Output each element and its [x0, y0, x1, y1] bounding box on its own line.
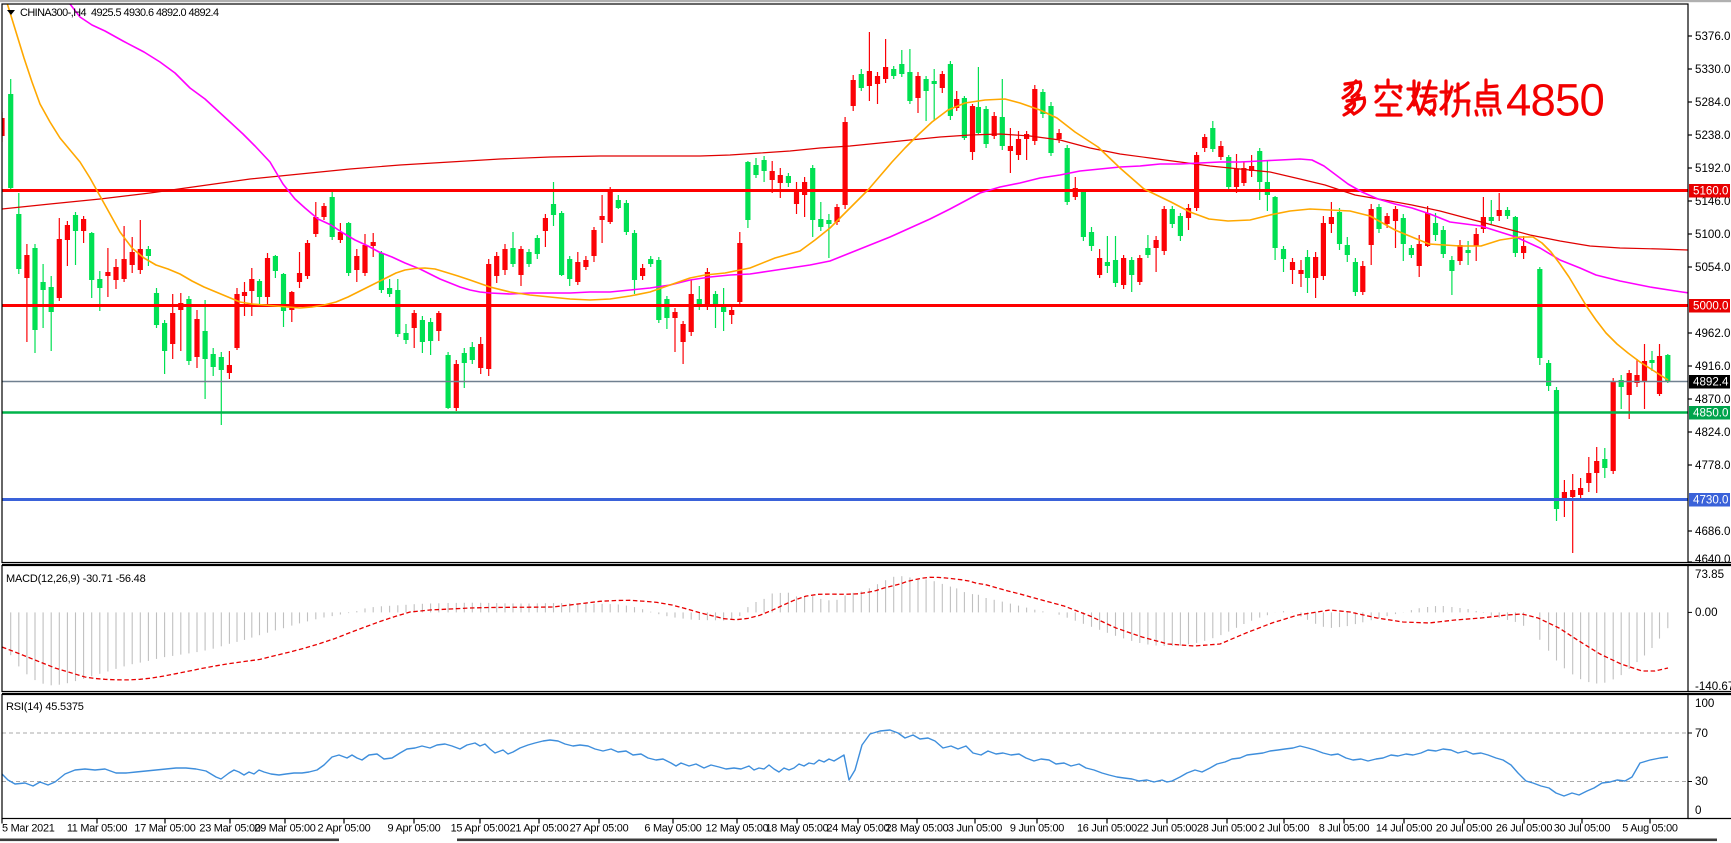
svg-text:4824.0: 4824.0 — [1695, 426, 1730, 439]
svg-text:0: 0 — [1695, 804, 1701, 817]
svg-text:11 Mar 05:00: 11 Mar 05:00 — [67, 823, 128, 835]
svg-text:21 Apr 05:00: 21 Apr 05:00 — [510, 823, 569, 835]
svg-text:4850.0: 4850.0 — [1693, 407, 1728, 420]
svg-text:4730.0: 4730.0 — [1693, 494, 1728, 507]
svg-text:5160.0: 5160.0 — [1693, 185, 1728, 198]
svg-text:17 Mar 05:00: 17 Mar 05:00 — [134, 823, 195, 835]
svg-text:RSI(14) 45.5375: RSI(14) 45.5375 — [6, 701, 84, 713]
svg-text:2 Apr 05:00: 2 Apr 05:00 — [318, 823, 371, 835]
svg-text:4870.0: 4870.0 — [1695, 393, 1730, 406]
svg-text:4686.0: 4686.0 — [1695, 525, 1730, 538]
svg-text:5 Aug 05:00: 5 Aug 05:00 — [1622, 823, 1678, 835]
svg-text:9 Jun 05:00: 9 Jun 05:00 — [1010, 823, 1064, 835]
svg-text:4916.0: 4916.0 — [1695, 360, 1730, 373]
svg-text:5146.0: 5146.0 — [1695, 195, 1730, 208]
svg-text:12 May 05:00: 12 May 05:00 — [706, 823, 769, 835]
svg-text:3 Jun 05:00: 3 Jun 05:00 — [948, 823, 1002, 835]
svg-text:4778.0: 4778.0 — [1695, 459, 1730, 472]
svg-text:9 Apr 05:00: 9 Apr 05:00 — [388, 823, 441, 835]
svg-text:5376.0: 5376.0 — [1695, 30, 1730, 43]
svg-text:CHINA300-,H4 4925.5 4930.6 48: CHINA300-,H4 4925.5 4930.6 4892.0 4892.4 — [20, 7, 219, 19]
svg-text:5054.0: 5054.0 — [1695, 261, 1730, 274]
svg-text:MACD(12,26,9) -30.71 -56.48: MACD(12,26,9) -30.71 -56.48 — [6, 573, 146, 585]
svg-text:29 Mar 05:00: 29 Mar 05:00 — [254, 823, 315, 835]
svg-text:8 Jul 05:00: 8 Jul 05:00 — [1319, 823, 1370, 835]
svg-text:27 Apr 05:00: 27 Apr 05:00 — [570, 823, 629, 835]
svg-text:-140.67: -140.67 — [1695, 680, 1731, 693]
svg-text:5238.0: 5238.0 — [1695, 129, 1730, 142]
svg-text:26 Jul 05:00: 26 Jul 05:00 — [1496, 823, 1553, 835]
svg-text:23 Mar 05:00: 23 Mar 05:00 — [199, 823, 260, 835]
svg-text:73.85: 73.85 — [1695, 568, 1724, 581]
svg-text:70: 70 — [1695, 727, 1708, 740]
svg-text:15 Apr 05:00: 15 Apr 05:00 — [451, 823, 510, 835]
svg-text:4892.4: 4892.4 — [1693, 376, 1729, 389]
svg-text:0.00: 0.00 — [1695, 606, 1718, 619]
svg-text:5284.0: 5284.0 — [1695, 96, 1730, 109]
svg-text:30 Jul 05:00: 30 Jul 05:00 — [1554, 823, 1611, 835]
svg-text:14 Jul 05:00: 14 Jul 05:00 — [1376, 823, 1433, 835]
svg-text:5330.0: 5330.0 — [1695, 63, 1730, 76]
svg-text:2 Jul 05:00: 2 Jul 05:00 — [1259, 823, 1310, 835]
svg-text:4640.0: 4640.0 — [1695, 553, 1730, 566]
svg-text:5192.0: 5192.0 — [1695, 162, 1730, 175]
svg-text:24 May 05:00: 24 May 05:00 — [827, 823, 890, 835]
svg-text:28 May 05:00: 28 May 05:00 — [886, 823, 949, 835]
svg-text:100: 100 — [1695, 697, 1714, 710]
svg-text:5000.0: 5000.0 — [1693, 300, 1728, 313]
svg-text:5 Mar 2021: 5 Mar 2021 — [2, 823, 55, 835]
svg-text:20 Jul 05:00: 20 Jul 05:00 — [1436, 823, 1493, 835]
svg-text:16 Jun 05:00: 16 Jun 05:00 — [1077, 823, 1137, 835]
svg-text:4962.0: 4962.0 — [1695, 327, 1730, 340]
svg-text:28 Jun 05:00: 28 Jun 05:00 — [1197, 823, 1257, 835]
svg-text:4850: 4850 — [1506, 75, 1604, 126]
svg-text:30: 30 — [1695, 775, 1708, 788]
svg-text:5100.0: 5100.0 — [1695, 228, 1730, 241]
svg-text:22 Jun 05:00: 22 Jun 05:00 — [1137, 823, 1197, 835]
svg-text:6 May 05:00: 6 May 05:00 — [644, 823, 701, 835]
svg-text:18 May 05:00: 18 May 05:00 — [766, 823, 829, 835]
